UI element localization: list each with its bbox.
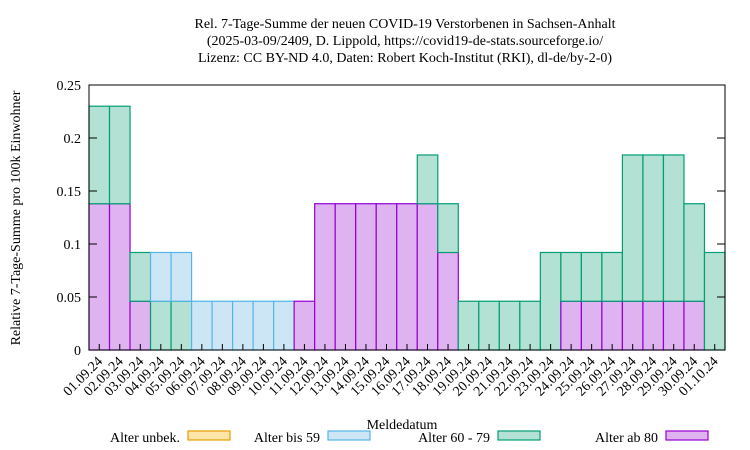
bar-segment <box>170 251 193 302</box>
legend-label: Alter ab 80 <box>595 431 658 446</box>
bar-segment <box>129 251 152 302</box>
legend-swatch <box>665 430 709 441</box>
bar-segment <box>334 203 357 351</box>
bar-segment <box>88 105 111 205</box>
y-tick-label: 0.1 <box>64 238 82 253</box>
bar-segment <box>662 154 685 302</box>
bar-segment <box>149 300 172 351</box>
bar-segment <box>437 251 459 351</box>
bar-segment <box>416 203 439 351</box>
legend-label: Alter bis 59 <box>254 431 320 446</box>
bar-segment <box>437 203 459 254</box>
chart-title: (2025-03-09/2409, D. Lippold, https://co… <box>207 34 603 49</box>
bar-segment <box>314 203 336 351</box>
bar-segment <box>642 300 665 351</box>
bar-segment <box>621 154 644 302</box>
chart-title: Lizenz: CC BY-ND 4.0, Daten: Robert Koch… <box>198 51 612 66</box>
bar-segment <box>293 300 316 351</box>
x-axis-label: Meldedatum <box>367 418 438 433</box>
bar-segment <box>252 300 275 351</box>
legend-label: Alter 60 - 79 <box>418 431 490 446</box>
legend-swatch <box>187 430 231 441</box>
bar-segment <box>108 105 131 205</box>
bar-segment <box>662 300 685 351</box>
legend-swatch <box>327 430 371 441</box>
bar-segment <box>478 300 500 351</box>
legend-label: Alter unbek. <box>110 431 180 446</box>
y-tick-label: 0.25 <box>57 79 82 94</box>
y-tick-label: 0 <box>74 344 81 359</box>
bar-segment <box>355 203 377 351</box>
bar-segment <box>601 251 624 302</box>
chart-title: Rel. 7-Tage-Summe der neuen COVID-19 Ver… <box>195 17 616 32</box>
bar-segment <box>642 154 665 302</box>
bar-segment <box>560 251 582 302</box>
bar-segment <box>580 300 603 351</box>
bar-segment <box>129 300 152 351</box>
bar-segment <box>621 300 644 351</box>
y-tick-label: 0.15 <box>57 185 82 200</box>
bar-segment <box>703 251 726 351</box>
legend-swatch <box>497 430 541 441</box>
bar-segment <box>683 300 706 351</box>
bar-segment <box>683 203 706 302</box>
bar-segment <box>108 203 131 351</box>
bar-segment <box>232 300 254 351</box>
bar-segment <box>149 251 172 302</box>
y-tick-label: 0.05 <box>57 291 82 306</box>
bar-segment <box>211 300 234 351</box>
bar-segment <box>560 300 582 351</box>
bar-segment <box>498 300 521 351</box>
bar-segment <box>416 154 439 205</box>
bar-segment <box>88 203 111 351</box>
y-axis-label: Relative 7-Tage-Summe pro 100k Einwohner <box>9 90 24 345</box>
bar-segment <box>396 203 418 351</box>
bar-segment <box>601 300 624 351</box>
bar-segment <box>190 300 213 351</box>
bar-segment <box>580 251 603 302</box>
y-tick-label: 0.2 <box>64 132 82 147</box>
bar-segment <box>170 300 193 351</box>
bar-segment <box>519 300 541 351</box>
bar-segment <box>539 251 562 351</box>
bar-segment <box>375 203 398 351</box>
bar-segment <box>457 300 480 351</box>
bar-segment <box>273 300 295 351</box>
